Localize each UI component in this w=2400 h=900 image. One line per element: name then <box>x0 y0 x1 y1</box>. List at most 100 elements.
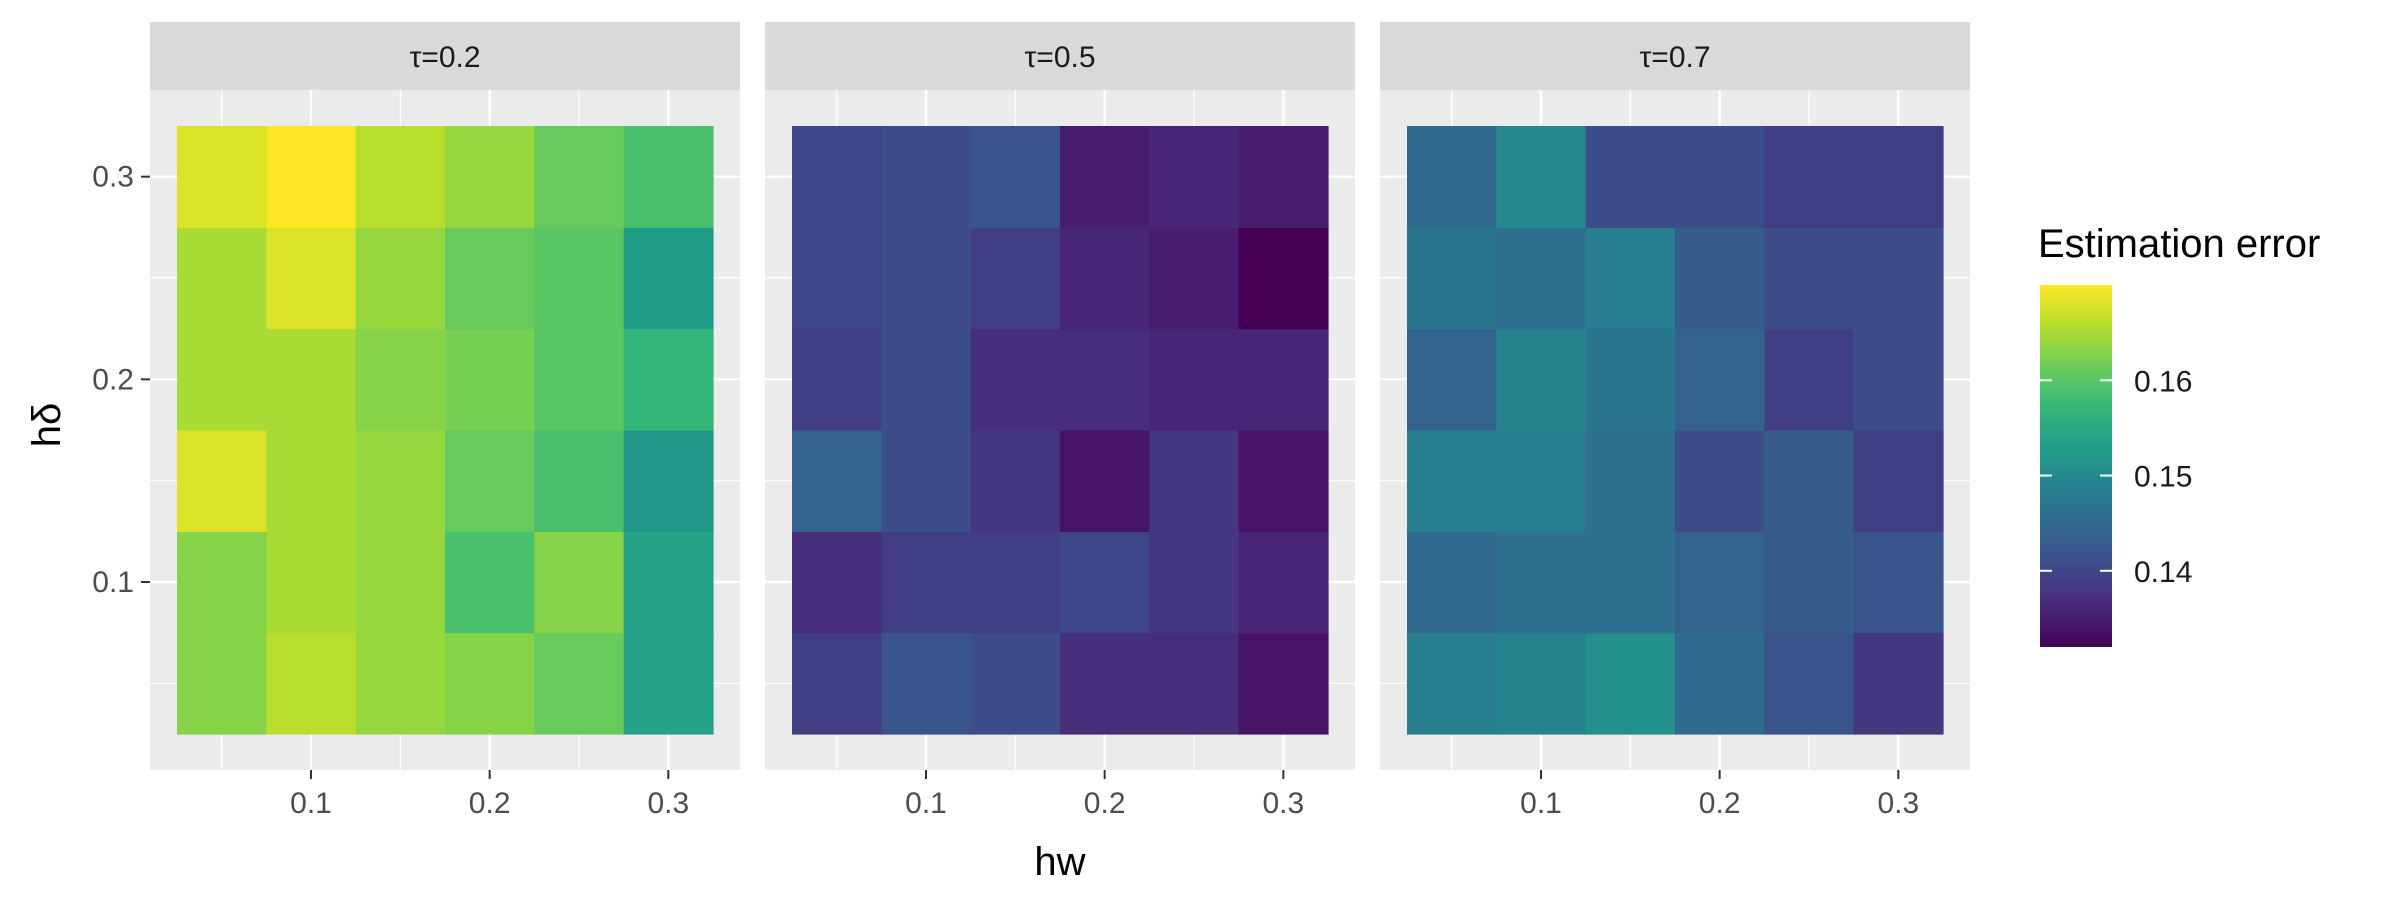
legend-tick-label: 0.16 <box>2134 365 2192 398</box>
heatmap-tile <box>355 430 446 532</box>
heatmap-tile <box>1407 227 1497 330</box>
heatmap-tile <box>1060 328 1150 431</box>
heatmap-tile <box>1238 227 1329 330</box>
heatmap-tile <box>1764 126 1855 228</box>
facet-strip <box>765 22 1355 90</box>
heatmap-tile <box>1675 227 1765 330</box>
x-tick-label: 0.2 <box>1699 787 1741 820</box>
x-tick-label: 0.2 <box>469 787 511 820</box>
heatmap-tile <box>792 632 882 735</box>
heatmap-tile <box>1407 328 1497 431</box>
x-tick-label: 0.2 <box>1084 787 1126 820</box>
heatmap-tile <box>792 531 882 634</box>
heatmap-tile <box>534 126 625 228</box>
legend-colorbar <box>2040 285 2112 647</box>
x-tick-label: 0.1 <box>905 787 947 820</box>
y-tick-label: 0.2 <box>92 363 134 396</box>
heatmap-tile <box>792 227 882 330</box>
heatmap-tile <box>1585 632 1676 735</box>
facet-strip <box>150 22 740 90</box>
heatmap-tile <box>1149 430 1240 532</box>
heatmap-tile <box>1675 328 1765 431</box>
heatmap-tile <box>1496 430 1587 532</box>
heatmap-tile <box>792 328 882 431</box>
color-legend: Estimation error 0.14 0.15 0.16 <box>2038 222 2320 647</box>
x-axis-title: hw <box>1034 840 1085 884</box>
facet-strip-label: τ=0.2 <box>409 41 480 74</box>
heatmap-tile <box>266 328 357 431</box>
x-tick-label: 0.3 <box>1877 787 1919 820</box>
y-tick-label: 0.3 <box>92 161 134 194</box>
heatmap-tile <box>1675 632 1765 735</box>
facet-panel: τ=0.7 0.1 0.2 0.3 <box>1380 22 1970 820</box>
heatmap-tile <box>266 430 357 532</box>
heatmap-tile <box>1764 531 1855 634</box>
heatmap-tile <box>1764 328 1855 431</box>
heatmap-tile <box>266 531 357 634</box>
heatmap-tile <box>1585 531 1676 634</box>
heatmap-tile <box>1853 328 1944 431</box>
heatmap-tile <box>1764 227 1855 330</box>
heatmap-tile <box>534 227 625 330</box>
heatmap-tile <box>1853 430 1944 532</box>
heatmap-tile <box>1238 632 1329 735</box>
heatmap-tile <box>1407 430 1497 532</box>
x-tick-label: 0.3 <box>647 787 689 820</box>
heatmap-tile <box>881 328 972 431</box>
heatmap-tile <box>177 227 267 330</box>
heatmap-tile <box>881 531 972 634</box>
legend-tick-label: 0.14 <box>2134 556 2192 589</box>
facet-strip <box>1380 22 1970 90</box>
heatmap-tile <box>445 328 535 431</box>
heatmap-tile <box>1238 531 1329 634</box>
heatmap-tile <box>970 227 1061 330</box>
heatmap-tile <box>445 227 535 330</box>
heatmap-tile <box>1853 126 1944 228</box>
heatmap-tile <box>1407 632 1497 735</box>
heatmap-tile <box>970 632 1061 735</box>
heatmap-tile <box>266 227 357 330</box>
heatmap-tile <box>534 632 625 735</box>
heatmap-tile <box>1496 227 1587 330</box>
heatmap-tile <box>445 126 535 228</box>
heatmap-tile <box>1238 430 1329 532</box>
heatmap-tile <box>623 632 714 735</box>
heatmap-tile <box>1675 430 1765 532</box>
heatmap-tile <box>355 126 446 228</box>
heatmap-tile <box>792 430 882 532</box>
heatmap-tile <box>1585 227 1676 330</box>
heatmap-tile <box>1585 126 1676 228</box>
heatmap-tile <box>623 430 714 532</box>
heatmap-tile <box>1675 126 1765 228</box>
heatmap-tile <box>1060 126 1150 228</box>
heatmap-tile <box>1496 632 1587 735</box>
x-tick-label: 0.1 <box>290 787 332 820</box>
heatmap-tile <box>1149 328 1240 431</box>
heatmap-tile <box>1238 328 1329 431</box>
heatmap-tile <box>177 430 267 532</box>
heatmap-tile <box>792 126 882 228</box>
heatmap-tile <box>177 126 267 228</box>
heatmap-tile <box>445 632 535 735</box>
heatmap-tile <box>1149 632 1240 735</box>
heatmap-tile <box>445 430 535 532</box>
heatmap-tile <box>1853 227 1944 330</box>
heatmap-tile <box>445 531 535 634</box>
heatmap-tile <box>1585 328 1676 431</box>
heatmap-tile <box>623 328 714 431</box>
facet-panel: τ=0.2 0.1 0.2 0.3 0.1 0.2 0.3 <box>92 22 740 820</box>
heatmap-tile <box>881 126 972 228</box>
heatmap-tile <box>1407 531 1497 634</box>
heatmap-tile <box>1149 126 1240 228</box>
heatmap-tile <box>1149 531 1240 634</box>
heatmap-tile <box>355 227 446 330</box>
heatmap-tile <box>1496 328 1587 431</box>
heatmap-tile <box>881 632 972 735</box>
heatmap-tile <box>1060 632 1150 735</box>
heatmap-tile <box>881 430 972 532</box>
heatmap-tile <box>970 430 1061 532</box>
x-tick-label: 0.1 <box>1520 787 1562 820</box>
facet-strip-label: τ=0.5 <box>1024 41 1095 74</box>
heatmap-tile <box>881 227 972 330</box>
